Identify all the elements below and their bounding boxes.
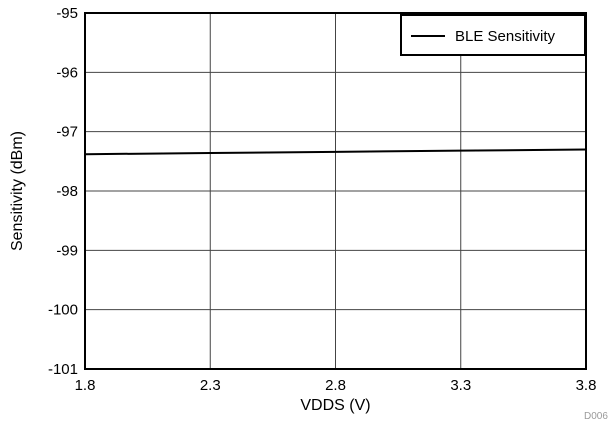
y-tick-label: -99 [56, 242, 78, 259]
figure-id-footnote: D006 [584, 411, 608, 422]
grid-lines [85, 13, 586, 369]
y-tick-label: -97 [56, 124, 78, 141]
x-tick-labels: 1.8 2.3 2.8 3.3 3.8 [75, 377, 597, 394]
y-tick-label: -96 [56, 64, 78, 81]
series-group [84, 148, 587, 156]
x-axis-title: VDDS (V) [300, 397, 370, 414]
x-tick-label: 3.8 [576, 377, 597, 394]
y-tick-label: -101 [48, 361, 78, 378]
y-axis-title: Sensitivity (dBm) [9, 131, 26, 251]
x-tick-label: 1.8 [75, 377, 96, 394]
plot-area-frame [84, 12, 587, 370]
legend: BLE Sensitivity [400, 14, 586, 56]
y-tick-labels: -95 -96 -97 -98 -99 -100 -101 [48, 5, 78, 378]
x-tick-label: 3.3 [450, 377, 471, 394]
legend-box [400, 14, 586, 56]
series-line-ble-sensitivity [84, 148, 587, 156]
y-tick-label: -100 [48, 302, 78, 319]
x-tick-label: 2.8 [325, 377, 346, 394]
y-tick-label: -98 [56, 183, 78, 200]
x-tick-label: 2.3 [200, 377, 221, 394]
y-tick-label: -95 [56, 5, 78, 22]
legend-entry-label: BLE Sensitivity [455, 28, 556, 45]
